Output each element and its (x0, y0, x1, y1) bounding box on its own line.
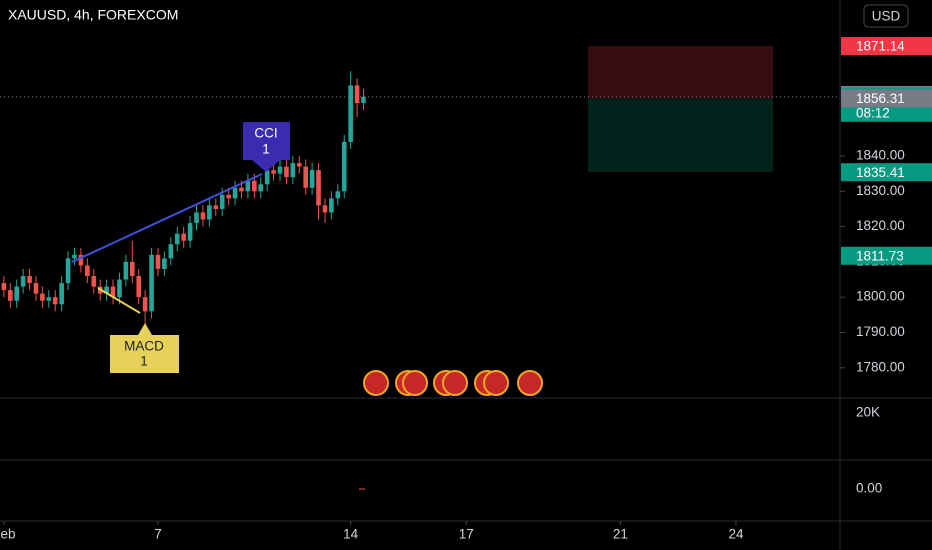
candle-body (264, 170, 270, 185)
y-tick-label: 1830.00 (856, 183, 905, 198)
candle-body (245, 180, 251, 192)
candle-body (335, 191, 341, 199)
candle-body (322, 205, 328, 213)
candle-body (52, 297, 58, 305)
candle-body (78, 254, 84, 266)
candle-body (252, 180, 257, 192)
candle-body (142, 297, 148, 312)
candle-body (33, 283, 39, 294)
candle-body (91, 276, 97, 287)
plot (0, 46, 840, 326)
annotation-text: 1 (140, 354, 148, 369)
candle-body (271, 170, 276, 174)
candle-body (72, 254, 77, 259)
x-tick-label: 14 (343, 527, 359, 542)
candle-body (309, 170, 315, 188)
candle-body (174, 233, 180, 245)
price-label: 1811.73 (856, 248, 904, 263)
candle-body (149, 254, 154, 312)
candle-body (136, 276, 142, 298)
price-countdown: 08:12 (856, 105, 890, 120)
candle-body (129, 261, 135, 277)
x-tick-label: 17 (459, 527, 474, 542)
candle-body (296, 163, 302, 167)
volume-axis-label: 20K (856, 405, 880, 420)
candle-body (348, 85, 353, 142)
candle-body (117, 279, 122, 298)
y-tick-label: 1780.00 (856, 359, 905, 374)
y-tick-label: 1840.00 (856, 148, 905, 163)
candle-body (284, 166, 289, 178)
annotation-text: CCI (254, 126, 277, 141)
candle-body (168, 244, 174, 259)
price-label-box (841, 246, 932, 265)
candle-body (65, 258, 71, 284)
x-tick-label: 24 (728, 527, 744, 542)
candle-body (123, 261, 129, 280)
candle-body (219, 194, 225, 209)
annotation-text: MACD (124, 339, 164, 354)
position-risk (588, 46, 773, 99)
event-flags (363, 370, 543, 396)
candle-body (27, 276, 32, 284)
candle-body (354, 85, 360, 104)
candle-body (303, 166, 308, 188)
price-label-box (841, 89, 932, 108)
y-tick-label: 1820.00 (856, 218, 905, 233)
x-tick-label: Feb (0, 527, 15, 542)
candle-body (341, 141, 347, 192)
price-label: 1856.31 (856, 91, 905, 106)
candle-body (110, 286, 116, 298)
candle-body (258, 184, 264, 192)
candle-body (14, 286, 19, 301)
candle-body (104, 286, 109, 294)
trend-line (97, 287, 141, 314)
candle-body (361, 96, 366, 104)
candle-body (200, 212, 206, 220)
candle-body (329, 198, 334, 213)
candle-body (40, 293, 45, 301)
price-label-box (841, 163, 932, 182)
candle-body (226, 194, 231, 199)
x-tick-label: 21 (613, 527, 628, 542)
price-label: 1871.14 (856, 39, 905, 54)
currency[interactable]: USD (872, 9, 901, 24)
candle-body (85, 265, 90, 277)
candle-body (213, 205, 219, 209)
annotation-text: 1 (262, 142, 270, 157)
candle-body (239, 187, 244, 192)
candle-body (232, 187, 238, 199)
candle-body (46, 297, 52, 301)
indicator-axis-label: 0.00 (856, 481, 882, 496)
y-tick-label: 1790.00 (856, 324, 905, 339)
candle-body (316, 170, 321, 206)
price-label: 1835.41 (856, 165, 905, 180)
annotation-box (110, 323, 179, 373)
annotation-box (243, 122, 290, 172)
currency-button[interactable] (863, 4, 909, 28)
candle-body (1, 283, 7, 291)
price-label-box (841, 37, 932, 56)
candle-body (194, 212, 199, 224)
candle-body (162, 258, 167, 269)
candle-body (277, 166, 283, 174)
candle-body (290, 163, 296, 178)
candle-body (181, 233, 186, 241)
candle-body (207, 205, 212, 220)
trend-line (71, 173, 263, 263)
candle-body (59, 283, 64, 305)
y-tick-label: 1800.00 (856, 289, 905, 304)
chart-title: XAUUSD, 4h, FOREXCOM (8, 7, 178, 23)
candle-body (187, 223, 193, 241)
candle-body (155, 254, 161, 269)
x-tick-label: 7 (154, 527, 162, 542)
candle-body (20, 276, 26, 287)
position-reward (588, 98, 773, 173)
candle-body (7, 290, 13, 301)
